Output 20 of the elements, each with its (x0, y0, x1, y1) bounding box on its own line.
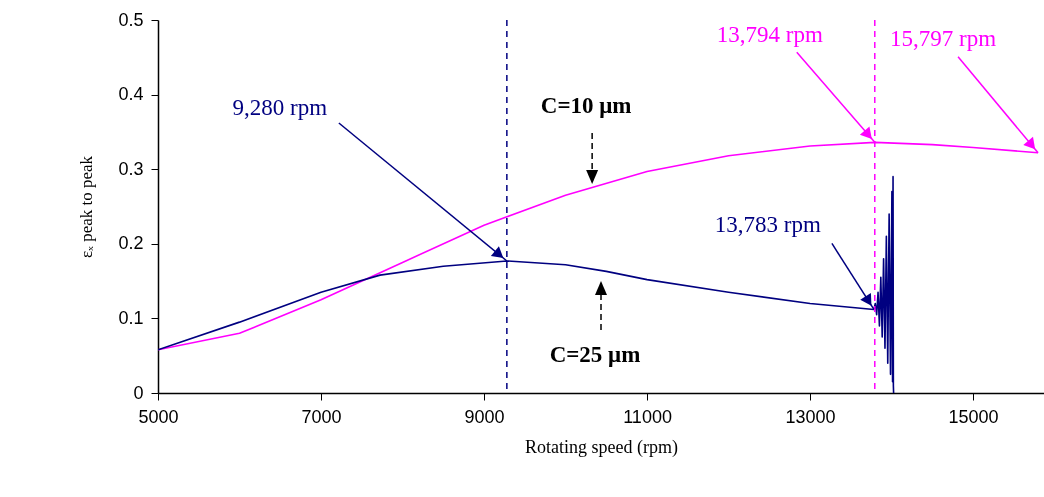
x-tick-label: 11000 (623, 406, 672, 427)
x-tick-label: 13000 (785, 406, 836, 427)
y-tick-label: 0.2 (118, 233, 144, 254)
y-tick-label: 0.3 (118, 158, 144, 179)
annotation: 15,797 rpm (890, 25, 997, 51)
text: C=10 μm (540, 93, 632, 118)
x-tick-label: 7000 (301, 406, 342, 427)
x-tick-label: 15000 (948, 406, 999, 427)
annotation: 13,794 rpm (716, 22, 823, 48)
y-tick-label: 0 (133, 382, 144, 403)
x-tick-label: 9000 (464, 406, 505, 427)
y-tick-label: 0.4 (118, 84, 144, 105)
y-axis-title: εₓ peak to peak (77, 155, 97, 259)
annotation: 9,280 rpm (232, 94, 328, 120)
x-axis-title: Rotating speed (rpm) (525, 436, 678, 458)
annotation: 13,783 rpm (714, 212, 822, 238)
x-tick-label: 5000 (138, 406, 179, 427)
y-tick-label: 0.1 (118, 307, 144, 328)
text: C=25 μm (549, 342, 641, 367)
y-tick-label: 0.5 (118, 9, 144, 30)
